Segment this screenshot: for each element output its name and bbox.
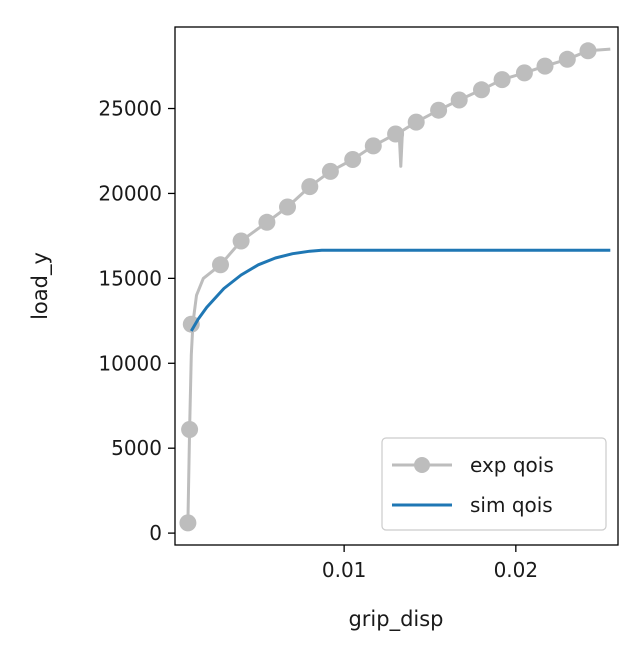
plot-area (179, 42, 611, 532)
y-tick-label: 25000 (98, 97, 162, 121)
y-tick-label: 10000 (98, 351, 162, 375)
x-tick-label: 0.01 (322, 558, 367, 582)
y-tick-label: 20000 (98, 181, 162, 205)
y-tick-label: 15000 (98, 266, 162, 290)
plot-frame (174, 26, 619, 546)
data-point-exp-qois (279, 198, 296, 216)
series-line-exp-qois (186, 47, 611, 523)
data-point-exp-qois (344, 151, 362, 168)
data-point-exp-qois (232, 232, 250, 250)
axis-ticks: 0.01 0.02 0 5000 10000 15000 20000 25000 (98, 97, 538, 582)
data-point-exp-qois (450, 91, 468, 109)
data-point-exp-qois (579, 42, 597, 60)
data-point-exp-qois (387, 125, 405, 143)
x-axis-label: grip_disp (348, 607, 443, 632)
legend: exp qois sim qois (381, 437, 607, 531)
legend-label-sim-qois: sim qois (470, 493, 553, 517)
data-point-exp-qois (258, 213, 276, 231)
data-point-exp-qois (493, 71, 511, 89)
y-tick-label: 0 (149, 521, 162, 545)
data-point-exp-qois (515, 64, 533, 82)
legend-marker-exp-qois (414, 457, 430, 473)
x-tick-label: 0.02 (494, 558, 539, 582)
data-point-exp-qois (407, 113, 425, 131)
data-point-exp-qois (212, 256, 229, 274)
y-axis-label: load_y (28, 252, 53, 320)
data-point-exp-qois (181, 421, 199, 438)
series-line-sim-qois (190, 248, 611, 332)
data-point-exp-qois (321, 162, 339, 180)
data-point-exp-qois (558, 50, 576, 68)
y-tick-label: 5000 (111, 436, 162, 460)
legend-label-exp-qois: exp qois (470, 453, 554, 477)
data-point-exp-qois (536, 57, 554, 75)
data-point-exp-qois (430, 101, 448, 119)
data-point-exp-qois (364, 137, 382, 155)
data-point-exp-qois (301, 178, 319, 196)
legend-box (381, 437, 607, 531)
data-point-exp-qois (179, 514, 197, 532)
data-point-exp-qois (473, 81, 490, 99)
data-point-exp-qois (182, 315, 200, 333)
